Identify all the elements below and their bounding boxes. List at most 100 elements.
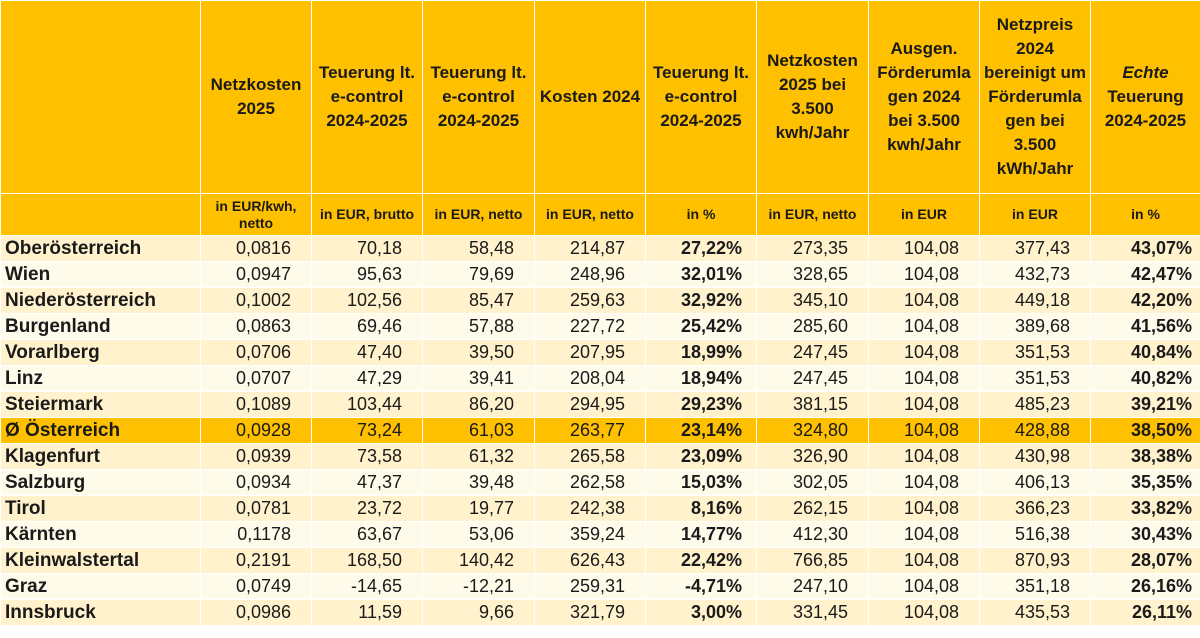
row-value-cell: 214,87 [534, 235, 646, 262]
row-value-cell: 39,48 [422, 469, 535, 496]
row-value-cell: 57,88 [422, 313, 535, 340]
row-value-cell: 14,77% [645, 521, 757, 548]
row-value-cell: 0,2191 [200, 547, 312, 574]
row-value-cell: 0,0781 [200, 495, 312, 522]
row-value-cell: 39,50 [422, 339, 535, 366]
header-corner [0, 0, 201, 194]
table-row: Steiermark 0,1089 103,44 86,20 294,95 29,23% 3… [0, 391, 1200, 418]
row-value-cell: 40,82% [1090, 365, 1200, 392]
row-value-cell: 30,43% [1090, 521, 1200, 548]
row-value-cell: 0,0928 [200, 417, 312, 444]
row-value-cell: 626,43 [534, 547, 646, 574]
table-row: Niederösterreich 0,1002 102,56 85,47 259,63 3… [0, 287, 1200, 314]
unit-cell: in EUR, netto [756, 193, 869, 236]
unit-cell: in EUR/kwh, netto [200, 193, 312, 236]
row-value-cell: 0,0749 [200, 573, 312, 600]
row-value-cell: 168,50 [311, 547, 423, 574]
table-row: Vorarlberg 0,0706 47,40 39,50 207,95 18,99% 24… [0, 339, 1200, 366]
row-value-cell: 0,1089 [200, 391, 312, 418]
row-value-cell: 0,1002 [200, 287, 312, 314]
row-value-cell: 86,20 [422, 391, 535, 418]
row-value-cell: 38,50% [1090, 417, 1200, 444]
row-value-cell: 247,10 [756, 573, 869, 600]
row-value-cell: 25,42% [645, 313, 757, 340]
row-value-cell: 63,67 [311, 521, 423, 548]
row-value-cell: 104,08 [868, 365, 980, 392]
row-value-cell: 0,0986 [200, 599, 312, 626]
unit-cell: in EUR [979, 193, 1091, 236]
row-value-cell: 273,35 [756, 235, 869, 262]
row-value-cell: 247,45 [756, 339, 869, 366]
table-row: Oberösterreich 0,0816 70,18 58,48 214,87 27,2… [0, 235, 1200, 262]
row-value-cell: 0,0947 [200, 261, 312, 288]
row-value-cell: 207,95 [534, 339, 646, 366]
row-region-name: Graz [0, 573, 201, 600]
row-value-cell: 3,00% [645, 599, 757, 626]
row-value-cell: 38,38% [1090, 443, 1200, 470]
header-netzpreis-bereinigt: Netzpreis 2024 bereinigt um Förderumlage… [979, 0, 1091, 194]
row-value-cell: 351,53 [979, 365, 1091, 392]
row-value-cell: 42,20% [1090, 287, 1200, 314]
row-value-cell: 406,13 [979, 469, 1091, 496]
row-value-cell: 449,18 [979, 287, 1091, 314]
header-teuerung-prozent: Teuerung lt. e-control 2024-2025 [645, 0, 757, 194]
row-value-cell: 263,77 [534, 417, 646, 444]
unit-cell: in % [1090, 193, 1200, 236]
row-value-cell: 321,79 [534, 599, 646, 626]
row-value-cell: 0,0706 [200, 339, 312, 366]
header-netzkosten-2025: Netzkosten 2025 [200, 0, 312, 194]
row-value-cell: 104,08 [868, 261, 980, 288]
row-value-cell: 11,59 [311, 599, 423, 626]
row-value-cell: 285,60 [756, 313, 869, 340]
row-value-cell: 294,95 [534, 391, 646, 418]
row-value-cell: 351,18 [979, 573, 1091, 600]
row-value-cell: 104,08 [868, 547, 980, 574]
row-value-cell: 104,08 [868, 495, 980, 522]
row-value-cell: 104,08 [868, 521, 980, 548]
row-value-cell: 29,23% [645, 391, 757, 418]
row-value-cell: -12,21 [422, 573, 535, 600]
row-value-cell: 0,1178 [200, 521, 312, 548]
unit-cell: in EUR, brutto [311, 193, 423, 236]
row-region-name: Tirol [0, 495, 201, 522]
row-value-cell: 104,08 [868, 573, 980, 600]
row-value-cell: 79,69 [422, 261, 535, 288]
row-value-cell: 331,45 [756, 599, 869, 626]
row-value-cell: 208,04 [534, 365, 646, 392]
row-region-name: Oberösterreich [0, 235, 201, 262]
row-value-cell: 18,99% [645, 339, 757, 366]
row-value-cell: 242,38 [534, 495, 646, 522]
row-value-cell: 359,24 [534, 521, 646, 548]
row-value-cell: 27,22% [645, 235, 757, 262]
row-value-cell: 35,35% [1090, 469, 1200, 496]
row-region-name: Kärnten [0, 521, 201, 548]
row-value-cell: 85,47 [422, 287, 535, 314]
table-row: Tirol 0,0781 23,72 19,77 242,38 8,16% 262,15 10… [0, 495, 1200, 522]
row-value-cell: 432,73 [979, 261, 1091, 288]
row-value-cell: 47,37 [311, 469, 423, 496]
header-kosten-2024: Kosten 2024 [534, 0, 646, 194]
header-foerderumlagen: Ausgen. Förderumlagen 2024 bei 3.500 kwh… [868, 0, 980, 194]
header-echte-label: Echte [1122, 63, 1169, 82]
row-value-cell: 140,42 [422, 547, 535, 574]
row-value-cell: 22,42% [645, 547, 757, 574]
row-value-cell: 766,85 [756, 547, 869, 574]
row-value-cell: 47,29 [311, 365, 423, 392]
row-value-cell: 259,31 [534, 573, 646, 600]
row-region-name: Steiermark [0, 391, 201, 418]
row-value-cell: 259,63 [534, 287, 646, 314]
row-value-cell: 28,07% [1090, 547, 1200, 574]
row-value-cell: 0,0816 [200, 235, 312, 262]
row-value-cell: 389,68 [979, 313, 1091, 340]
table-body: Oberösterreich 0,0816 70,18 58,48 214,87 27,2… [0, 235, 1200, 626]
row-value-cell: 104,08 [868, 469, 980, 496]
row-value-cell: 73,24 [311, 417, 423, 444]
row-value-cell: 104,08 [868, 417, 980, 444]
row-value-cell: 0,0863 [200, 313, 312, 340]
table-row: Salzburg 0,0934 47,37 39,48 262,58 15,03% 302,… [0, 469, 1200, 496]
row-value-cell: 326,90 [756, 443, 869, 470]
row-region-name: Innsbruck [0, 599, 201, 626]
row-value-cell: 42,47% [1090, 261, 1200, 288]
row-value-cell: 26,16% [1090, 573, 1200, 600]
